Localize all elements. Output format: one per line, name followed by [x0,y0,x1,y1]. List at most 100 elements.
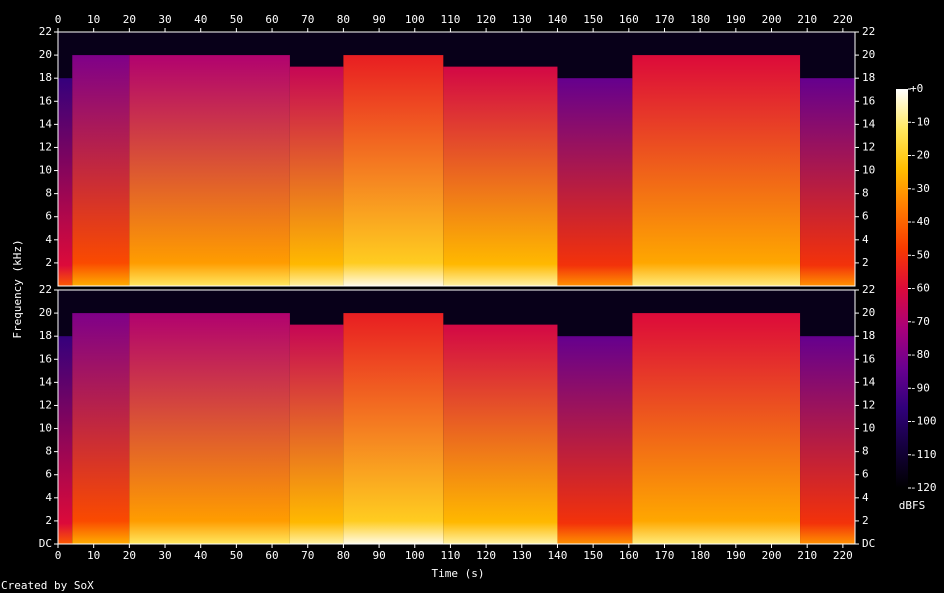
y-tick-label: 10 [862,164,875,177]
x-tick-label: 170 [655,549,675,562]
colorbar-tick-label: -70 [910,315,930,328]
y-tick-label: 16 [39,352,52,365]
y-tick-label: 20 [862,306,875,319]
y-tick-label: 18 [862,71,875,84]
y-tick-label: 2 [862,256,869,269]
y-tick-label: 12 [39,140,52,153]
x-tick-label: 70 [301,13,314,26]
spectrum-segment [632,313,801,544]
colorbar-tick-label: -60 [910,282,930,295]
x-tick-label: 150 [583,549,603,562]
y-tick-label: 20 [862,48,875,61]
colorbar-tick-label: -80 [910,348,930,361]
x-tick-label: 120 [476,549,496,562]
y-tick-label: 16 [39,94,52,107]
x-tick-label: 90 [372,13,385,26]
colorbar-tick-label: -30 [910,182,930,195]
spectrum-segment [289,324,344,544]
x-tick-label: 50 [230,549,243,562]
y-tick-label: 20 [39,48,52,61]
x-tick-label: 60 [265,13,278,26]
y-tick-label: 14 [862,375,876,388]
x-tick-label: 60 [265,549,278,562]
colorbar-tick-label: -40 [910,215,930,228]
spectrum-segment [58,336,73,544]
y-tick-label: 8 [862,187,869,200]
x-tick-label: 10 [87,13,100,26]
y-tick-label: 4 [862,233,869,246]
x-tick-label: 220 [833,13,853,26]
x-tick-label: 120 [476,13,496,26]
x-tick-label: 110 [440,549,460,562]
y-tick-label: 12 [39,398,52,411]
y-tick-label: 2 [862,514,869,527]
y-tick-label: 4 [862,491,869,504]
spectrum-segment [72,313,130,544]
x-tick-label: 90 [372,549,385,562]
y-tick-label: 6 [45,210,52,223]
y-tick-label: 12 [862,140,875,153]
colorbar-tick-label: -110 [910,448,937,461]
spectrum-segment [557,78,633,286]
y-tick-label: 18 [39,329,52,342]
spectrum-segment [343,313,444,544]
x-tick-label: 180 [690,549,710,562]
footer: Created by SoX [1,579,94,592]
colorbar-tick-label: -20 [910,149,930,162]
x-tick-label: 70 [301,549,314,562]
spectrum-segment [129,55,290,286]
y-tick-label: DC [862,537,875,550]
y-tick-label: 20 [39,306,52,319]
y-tick-label: 6 [862,468,869,481]
colorbar-tick-label: +0 [910,82,923,95]
x-tick-label: 40 [194,13,207,26]
y-tick-label: 16 [862,352,875,365]
x-tick-label: 20 [123,549,136,562]
x-tick-label: 190 [726,549,746,562]
x-tick-label: 100 [405,13,425,26]
x-tick-label: 0 [55,13,62,26]
colorbar-tick-label: -100 [910,415,937,428]
y-tick-label: 8 [862,445,869,458]
x-tick-label: 140 [548,549,568,562]
x-tick-label: 220 [833,549,853,562]
y-tick-label: 8 [45,187,52,200]
y-tick-label: 18 [39,71,52,84]
colorbar-tick-label: -50 [910,248,930,261]
x-tick-label: 170 [655,13,675,26]
y-tick-label: DC [39,537,52,550]
colorbar-tick-label: -90 [910,381,930,394]
y-tick-label: 22 [39,25,52,38]
y-tick-label: 22 [39,283,52,296]
spectrum-segment [800,336,855,544]
y-tick-label: 18 [862,329,875,342]
spectrum-segment [443,66,558,287]
x-tick-label: 100 [405,549,425,562]
y-tick-label: 22 [862,25,875,38]
x-tick-label: 130 [512,13,532,26]
y-tick-label: 14 [39,375,53,388]
y-tick-label: 8 [45,445,52,458]
y-axis-label: Frequency (kHz) [11,239,24,338]
colorbar [896,89,908,488]
spectrum-segment [343,55,444,286]
spectrum-segment [58,78,73,286]
x-tick-label: 10 [87,549,100,562]
x-tick-label: 200 [762,549,782,562]
y-tick-label: 4 [45,233,52,246]
x-tick-label: 50 [230,13,243,26]
plot-frame [57,289,856,545]
spectrum-segment [129,313,290,544]
y-tick-label: 10 [39,164,52,177]
colorbar-tick-label: -120 [910,481,937,494]
y-tick-label: 2 [45,514,52,527]
spectrum-segment [557,336,633,544]
x-tick-label: 80 [337,13,350,26]
y-tick-label: 14 [862,117,876,130]
x-tick-label: 190 [726,13,746,26]
x-tick-label: 130 [512,549,532,562]
y-tick-label: 6 [45,468,52,481]
x-tick-label: 40 [194,549,207,562]
